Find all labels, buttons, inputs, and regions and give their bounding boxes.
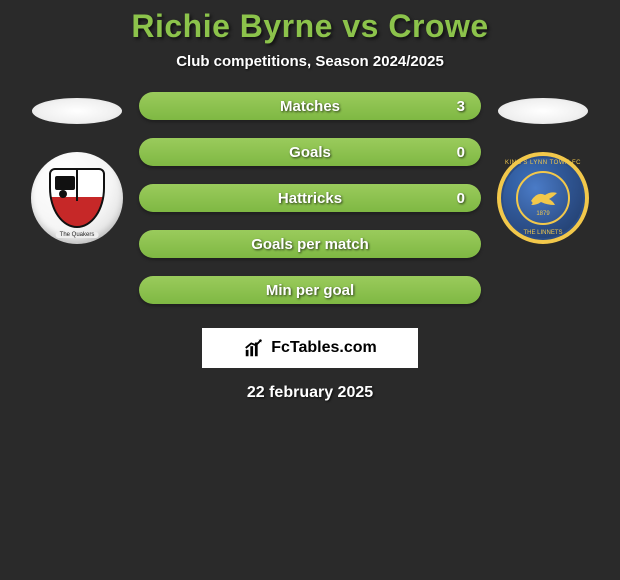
stat-label: Goals per match xyxy=(251,236,369,253)
stat-bars: Matches 3 Goals 0 Hattricks 0 Goals per … xyxy=(139,92,481,304)
left-column: The Quakers xyxy=(31,98,123,244)
page-title: Richie Byrne vs Crowe xyxy=(131,8,488,45)
bird-icon xyxy=(527,187,559,209)
right-player-placeholder xyxy=(498,98,588,124)
crest-inner: 1879 xyxy=(516,171,570,225)
stat-bar-min-per-goal: Min per goal xyxy=(139,276,481,304)
right-column: KING'S LYNN TOWN FC 1879 THE LINNETS xyxy=(497,98,589,244)
stat-bar-goals: Goals 0 xyxy=(139,138,481,166)
right-team-crest: KING'S LYNN TOWN FC 1879 THE LINNETS xyxy=(497,152,589,244)
brand-label: FcTables.com xyxy=(271,339,377,357)
stat-label: Matches xyxy=(280,98,340,115)
stat-bar-goals-per-match: Goals per match xyxy=(139,230,481,258)
stat-label: Min per goal xyxy=(266,282,354,299)
shield-icon xyxy=(49,168,105,228)
train-icon xyxy=(55,176,75,190)
main-area: The Quakers Matches 3 Goals 0 Hattricks … xyxy=(0,92,620,304)
comparison-infographic: Richie Byrne vs Crowe Club competitions,… xyxy=(0,0,620,402)
stat-bar-hattricks: Hattricks 0 xyxy=(139,184,481,212)
wheel-icon xyxy=(59,190,67,198)
chart-icon xyxy=(243,337,265,359)
stat-value: 0 xyxy=(457,190,465,207)
date-label: 22 february 2025 xyxy=(247,384,373,402)
left-team-crest: The Quakers xyxy=(31,152,123,244)
stat-value: 0 xyxy=(457,144,465,161)
left-player-placeholder xyxy=(32,98,122,124)
crest-ring-text-top: KING'S LYNN TOWN FC xyxy=(501,160,585,166)
crest-ring-text-bottom: THE LINNETS xyxy=(501,230,585,236)
crest-year: 1879 xyxy=(536,211,549,217)
stat-label: Hattricks xyxy=(278,190,342,207)
stat-value: 3 xyxy=(457,98,465,115)
stat-label: Goals xyxy=(289,144,331,161)
subtitle: Club competitions, Season 2024/2025 xyxy=(176,53,444,70)
crest-banner: The Quakers xyxy=(56,232,99,238)
brand-box: FcTables.com xyxy=(202,328,418,368)
stat-bar-matches: Matches 3 xyxy=(139,92,481,120)
